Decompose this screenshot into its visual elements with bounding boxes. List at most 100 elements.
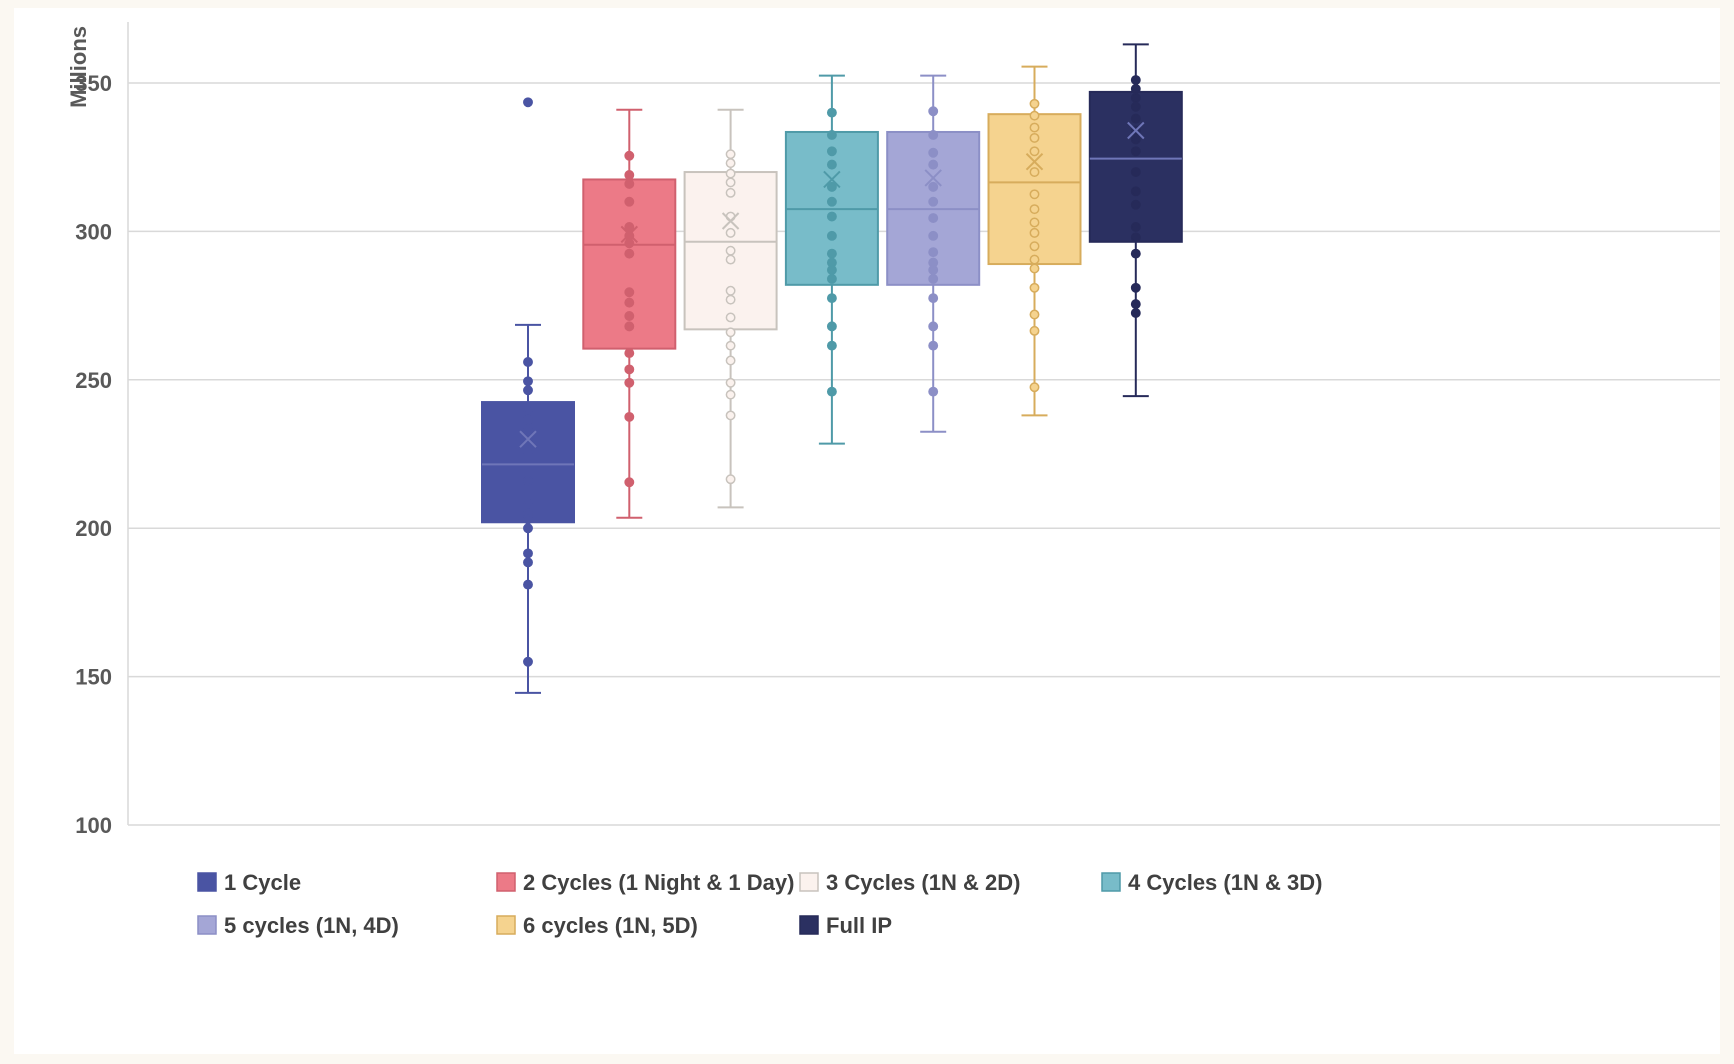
mean-marker bbox=[620, 225, 639, 244]
data-point bbox=[826, 107, 837, 118]
data-point bbox=[523, 475, 533, 486]
data-point bbox=[928, 181, 939, 192]
data-point bbox=[624, 221, 635, 232]
data-point bbox=[523, 97, 533, 108]
legend-label: 2 Cycles (1 Night & 1 Day) bbox=[523, 870, 794, 895]
data-point bbox=[1130, 167, 1141, 177]
data-point bbox=[523, 523, 533, 534]
data-point bbox=[1130, 199, 1141, 210]
box-series-1 bbox=[481, 97, 575, 694]
data-point bbox=[1029, 282, 1040, 293]
data-point bbox=[1130, 83, 1141, 94]
legend-swatch bbox=[496, 872, 516, 892]
data-point bbox=[928, 247, 939, 258]
data-point bbox=[523, 385, 533, 396]
legend-item-4: 4 Cycles (1N & 3D) bbox=[1101, 870, 1322, 895]
data-point bbox=[624, 297, 635, 308]
legend-label: 1 Cycle bbox=[224, 870, 301, 895]
box-series-6 bbox=[987, 65, 1082, 417]
data-point bbox=[1130, 221, 1141, 232]
data-point bbox=[826, 386, 837, 397]
data-point bbox=[624, 364, 635, 375]
data-point bbox=[624, 248, 635, 259]
data-point bbox=[725, 377, 736, 388]
legend-swatch bbox=[799, 872, 819, 892]
legend-label: 4 Cycles (1N & 3D) bbox=[1128, 870, 1322, 895]
data-point bbox=[1130, 134, 1141, 145]
data-point bbox=[1130, 101, 1141, 112]
data-point bbox=[523, 414, 533, 425]
legend-label: 6 cycles (1N, 5D) bbox=[523, 913, 698, 938]
data-point bbox=[1029, 189, 1040, 200]
data-point bbox=[928, 129, 939, 140]
data-point bbox=[523, 435, 533, 446]
data-point bbox=[624, 311, 635, 321]
data-point bbox=[928, 159, 939, 170]
data-point bbox=[624, 170, 635, 180]
box-series-5 bbox=[886, 74, 981, 433]
data-point bbox=[1130, 282, 1141, 293]
legend-swatch bbox=[197, 872, 217, 892]
data-point bbox=[523, 557, 533, 568]
data-point bbox=[725, 327, 736, 338]
legend: 1 Cycle 2 Cycles (1 Night & 1 Day) 3 Cycle… bbox=[197, 870, 1322, 938]
data-point bbox=[1130, 113, 1141, 124]
data-point bbox=[523, 496, 533, 507]
data-point bbox=[725, 410, 736, 421]
data-point bbox=[1029, 132, 1040, 143]
data-point bbox=[826, 196, 837, 207]
data-point bbox=[624, 238, 635, 249]
data-point bbox=[826, 248, 837, 259]
data-point bbox=[523, 656, 533, 667]
legend-item-1: 1 Cycle bbox=[197, 870, 301, 895]
mean-marker bbox=[1025, 152, 1044, 171]
data-point bbox=[1029, 122, 1040, 133]
data-point bbox=[928, 196, 939, 207]
chart-card: 100 150 200 250 300 350 Millions 1 Cycle 2 Cyc… bbox=[14, 8, 1720, 1054]
data-point bbox=[725, 149, 736, 160]
data-point bbox=[725, 312, 736, 323]
data-point bbox=[725, 389, 736, 400]
box-series-7 bbox=[1088, 43, 1183, 398]
data-point bbox=[725, 211, 736, 222]
data-point bbox=[826, 340, 837, 351]
data-point bbox=[624, 321, 635, 332]
data-point bbox=[1130, 299, 1141, 310]
legend-item-3: 3 Cycles (1N & 2D) bbox=[799, 870, 1020, 895]
data-point bbox=[1029, 254, 1040, 265]
legend-item-6: 6 cycles (1N, 5D) bbox=[496, 913, 698, 938]
data-point bbox=[523, 548, 533, 559]
data-point bbox=[624, 150, 635, 161]
data-point bbox=[1029, 146, 1040, 157]
data-point bbox=[523, 357, 533, 367]
data-point bbox=[725, 285, 736, 296]
data-point bbox=[1029, 110, 1040, 121]
data-point bbox=[523, 425, 533, 436]
data-point bbox=[1029, 263, 1040, 274]
mean-marker bbox=[924, 169, 942, 187]
data-point bbox=[826, 293, 837, 304]
data-point bbox=[826, 273, 837, 284]
legend-swatch bbox=[496, 915, 516, 935]
data-point bbox=[1130, 146, 1141, 157]
data-point bbox=[523, 376, 533, 387]
box-series-2 bbox=[582, 108, 677, 519]
box-series-4 bbox=[784, 74, 879, 445]
data-point bbox=[826, 159, 837, 170]
box-series-3 bbox=[683, 108, 778, 509]
legend-label: 5 cycles (1N, 4D) bbox=[224, 913, 399, 938]
y-axis: 100 150 200 250 300 350 bbox=[75, 22, 129, 838]
data-point bbox=[624, 377, 635, 388]
data-point bbox=[1029, 204, 1040, 215]
data-point bbox=[1029, 241, 1040, 252]
mean-marker bbox=[823, 170, 841, 189]
legend-item-5: 5 cycles (1N, 4D) bbox=[197, 913, 399, 938]
mean-marker bbox=[519, 430, 537, 448]
mean-marker bbox=[721, 212, 740, 230]
legend-swatch bbox=[1101, 872, 1121, 892]
legend-item-2: 2 Cycles (1 Night & 1 Day) bbox=[496, 870, 794, 895]
data-point bbox=[928, 106, 939, 117]
data-point bbox=[1130, 248, 1141, 259]
data-point bbox=[1029, 167, 1040, 177]
data-point bbox=[725, 254, 736, 265]
